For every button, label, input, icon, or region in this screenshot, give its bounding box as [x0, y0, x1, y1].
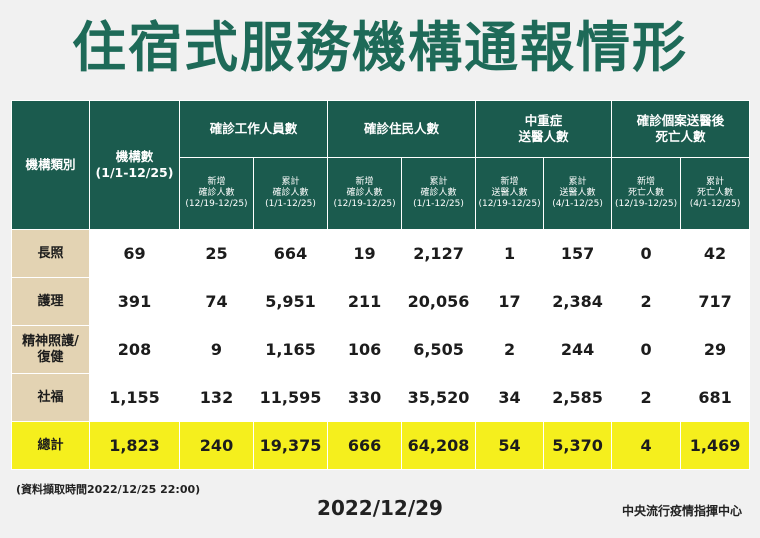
- table-cell: 6,505: [401, 325, 477, 374]
- report-table: 機構類別 機構數 (1/1-12/25) 確診工作人員數 確診住民人數 中重症 …: [11, 100, 751, 470]
- table-cell: 35,520: [401, 373, 477, 422]
- header-death-cum: 累計 死亡人數 (4/1-12/25): [680, 157, 751, 230]
- header-deaths: 確診個案送醫後 死亡人數: [611, 100, 751, 158]
- header-res-cum: 累計 確診人數 (1/1-12/25): [401, 157, 477, 230]
- table-cell: 106: [327, 325, 403, 374]
- header-sev-new: 新增 送醫人數 (12/19-12/25): [475, 157, 545, 230]
- table-cell: 2: [611, 373, 682, 422]
- table-row: 社福 1,155 132 11,595 330 35,520 34 2,585 2 681: [11, 373, 751, 422]
- table-cell: 1,165: [252, 325, 329, 374]
- table-cell: 29: [680, 325, 751, 374]
- row-label: 精神照護/ 復健: [11, 325, 90, 374]
- table-cell: 2: [475, 325, 545, 374]
- table-cell: 20,056: [401, 277, 477, 326]
- total-cell: 4: [611, 421, 682, 470]
- table-cell: 2,127: [401, 229, 477, 278]
- table-cell: 17: [475, 277, 545, 326]
- total-cell: 240: [179, 421, 254, 470]
- header-staff-new: 新增 確診人數 (12/19-12/25): [179, 157, 254, 230]
- header-res-new: 新增 確診人數 (12/19-12/25): [327, 157, 403, 230]
- table-cell: 664: [252, 229, 329, 278]
- table-row: 護理 391 74 5,951 211 20,056 17 2,384 2 717: [11, 277, 751, 326]
- header-institutions: 機構數 (1/1-12/25): [89, 100, 180, 230]
- table-cell: 2: [611, 277, 682, 326]
- total-cell: 64,208: [401, 421, 477, 470]
- header-staff: 確診工作人員數: [178, 100, 329, 158]
- header-death-new: 新增 死亡人數 (12/19-12/25): [611, 157, 682, 230]
- table-cell: 717: [680, 277, 751, 326]
- table-cell: 208: [89, 325, 180, 374]
- table-cell: 2,384: [543, 277, 613, 326]
- table-cell: 244: [543, 325, 613, 374]
- table-row: 精神照護/ 復健 208 9 1,165 106 6,505 2 244 0 29: [11, 325, 751, 374]
- table-cell: 1,155: [89, 373, 180, 422]
- table-row: 長照 69 25 664 19 2,127 1 157 0 42: [11, 229, 751, 278]
- page-title: 住宿式服務機構通報情形: [72, 16, 688, 79]
- table-cell: 5,951: [252, 277, 329, 326]
- table-cell: 1: [475, 229, 545, 278]
- table-cell: 34: [475, 373, 545, 422]
- header-residents: 確診住民人數: [327, 100, 477, 158]
- table-cell: 2,585: [543, 373, 613, 422]
- table-cell: 211: [327, 277, 403, 326]
- table-cell: 42: [680, 229, 751, 278]
- total-label: 總計: [11, 421, 90, 470]
- row-label: 社福: [11, 373, 90, 422]
- table-cell: 391: [89, 277, 180, 326]
- organization-name: 中央流行疫情指揮中心: [621, 504, 742, 518]
- data-timestamp-note: (資料擷取時間2022/12/25 22:00): [16, 483, 201, 496]
- total-cell: 1,823: [89, 421, 180, 470]
- total-cell: 666: [327, 421, 403, 470]
- table-cell: 132: [179, 373, 254, 422]
- header-category: 機構類別: [11, 100, 90, 230]
- table-cell: 9: [179, 325, 254, 374]
- table-cell: 11,595: [252, 373, 329, 422]
- header-sev-cum: 累計 送醫人數 (4/1-12/25): [543, 157, 613, 230]
- total-row: 總計 1,823 240 19,375 666 64,208 54 5,370 …: [11, 421, 751, 470]
- table-cell: 330: [327, 373, 403, 422]
- table-cell: 0: [611, 229, 682, 278]
- header-severe: 中重症 送醫人數: [475, 100, 613, 158]
- total-cell: 5,370: [543, 421, 613, 470]
- table-cell: 0: [611, 325, 682, 374]
- table-cell: 69: [89, 229, 180, 278]
- table-cell: 157: [543, 229, 613, 278]
- publish-date: 2022/12/29: [317, 496, 443, 520]
- header-staff-cum: 累計 確診人數 (1/1-12/25): [252, 157, 329, 230]
- table-cell: 74: [179, 277, 254, 326]
- table-cell: 19: [327, 229, 403, 278]
- row-label: 護理: [11, 277, 90, 326]
- table-cell: 25: [179, 229, 254, 278]
- total-cell: 54: [475, 421, 545, 470]
- total-cell: 1,469: [680, 421, 751, 470]
- total-cell: 19,375: [252, 421, 329, 470]
- table-cell: 681: [680, 373, 751, 422]
- row-label: 長照: [11, 229, 90, 278]
